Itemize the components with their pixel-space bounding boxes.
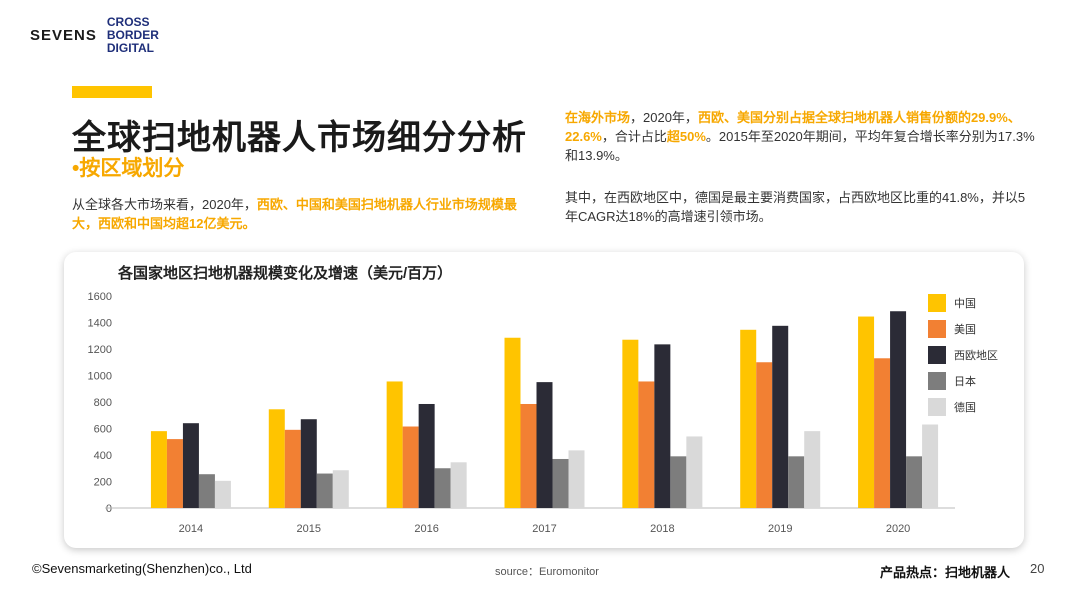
x-tick-label: 2018 <box>650 523 674 535</box>
logo-cross-border-digital: CROSS BORDER DIGITAL <box>106 14 159 55</box>
y-tick-label: 1000 <box>88 371 112 383</box>
y-tick-label: 0 <box>106 503 112 515</box>
bar-1-4 <box>638 381 655 508</box>
legend-swatch <box>928 346 946 364</box>
bar-0-3 <box>504 337 521 508</box>
legend-item: 德国 <box>928 394 998 420</box>
legend-label: 美国 <box>954 324 976 336</box>
logo-sevens: SEVENS <box>30 26 97 44</box>
bar-2-4 <box>654 344 671 508</box>
p1-highlight-1: 在海外市场 <box>565 110 631 125</box>
p1-text-3: 。2015年至2020年期间，平均年复合增长率分别为17.3%和13.9%。 <box>565 129 1035 163</box>
brand-logo: SEVENS CROSS BORDER DIGITAL <box>30 14 159 56</box>
p1-text-1: ，2020年， <box>630 110 698 125</box>
bar-0-6 <box>858 316 875 508</box>
page-subtitle: •按区域划分 <box>72 157 185 180</box>
bar-4-3 <box>568 450 585 508</box>
bar-3-4 <box>670 456 687 508</box>
footer-copyright: ©Sevensmarketing(Shenzhen)co., Ltd <box>32 561 252 576</box>
bar-1-5 <box>756 362 773 508</box>
bar-3-5 <box>788 456 805 508</box>
bar-2-2 <box>418 403 435 508</box>
chart-title: 各国家地区扫地机器规模变化及增速（美元/百万） <box>118 265 453 282</box>
bar-0-0 <box>150 431 167 508</box>
page-title: 全球扫地机器人市场细分分析 <box>72 119 527 157</box>
legend-label: 日本 <box>954 376 976 388</box>
legend-label: 德国 <box>954 402 976 414</box>
lead-paragraph: 从全球各大市场来看，2020年，西欧、中国和美国扫地机器人行业市场规模最大，西欧… <box>72 195 542 233</box>
legend-item: 中国 <box>928 290 998 316</box>
bar-1-3 <box>520 403 537 508</box>
x-tick-label: 2019 <box>768 523 792 535</box>
bar-4-0 <box>214 480 231 508</box>
bar-4-6 <box>922 424 939 508</box>
lead-highlight: 西欧、中国和美国扫地机器人行业市场规模最大，西欧和中国均超12亿美元。 <box>72 197 517 231</box>
bar-4-1 <box>332 470 349 508</box>
bar-0-4 <box>622 339 639 508</box>
legend-item: 日本 <box>928 368 998 394</box>
title-accent-bar <box>72 86 152 98</box>
bar-3-0 <box>198 474 215 508</box>
x-tick-label: 2014 <box>179 523 203 535</box>
p1-highlight-2: 西欧、美国分别占据全球扫地机器人销售份额的29.9%、22.6% <box>565 110 1021 144</box>
bar-3-6 <box>906 456 923 508</box>
legend-swatch <box>928 320 946 338</box>
bar-1-2 <box>402 426 419 508</box>
p1-highlight-3: 超50% <box>666 129 706 144</box>
bar-3-2 <box>434 468 451 508</box>
bar-2-6 <box>890 311 907 508</box>
lead-prefix: 从全球各大市场来看，2020年， <box>72 197 257 212</box>
bar-0-2 <box>386 381 403 508</box>
market-paragraph-2: 其中，在西欧地区中，德国是最主要消费国家，占西欧地区比重的41.8%，并以5年C… <box>565 190 1026 224</box>
chart-legend: 中国美国西欧地区日本德国 <box>928 290 998 420</box>
y-tick-label: 1600 <box>88 291 112 303</box>
legend-item: 美国 <box>928 316 998 342</box>
legend-item: 西欧地区 <box>928 342 998 368</box>
bar-4-5 <box>804 431 821 508</box>
bar-2-5 <box>772 325 789 508</box>
bar-4-2 <box>450 462 467 508</box>
legend-swatch <box>928 294 946 312</box>
bar-3-3 <box>552 458 569 508</box>
x-tick-label: 2016 <box>414 523 438 535</box>
y-tick-label: 400 <box>94 450 112 462</box>
y-tick-label: 600 <box>94 424 112 436</box>
logo-border: BORDER <box>106 27 159 42</box>
footer-source: source：Euromonitor <box>495 566 599 578</box>
bar-2-1 <box>300 419 317 508</box>
x-tick-label: 2015 <box>297 523 321 535</box>
y-tick-label: 200 <box>94 477 112 489</box>
legend-swatch <box>928 398 946 416</box>
y-tick-label: 1200 <box>88 344 112 356</box>
bar-2-0 <box>182 423 199 508</box>
legend-label: 西欧地区 <box>954 350 998 362</box>
logo-digital: DIGITAL <box>106 40 154 55</box>
bar-1-1 <box>284 429 301 508</box>
footer-topic: 产品热点：扫地机器人 <box>880 565 1011 580</box>
bar-2-3 <box>536 382 553 508</box>
x-tick-label: 2020 <box>886 523 910 535</box>
legend-swatch <box>928 372 946 390</box>
y-tick-label: 800 <box>94 397 112 409</box>
y-tick-label: 1400 <box>88 318 112 330</box>
page-number: 20 <box>1030 561 1045 576</box>
bar-1-0 <box>166 439 183 508</box>
logo-cross: CROSS <box>106 14 150 29</box>
legend-label: 中国 <box>954 298 976 310</box>
bar-0-1 <box>268 409 285 508</box>
bar-1-6 <box>874 358 891 508</box>
bar-3-1 <box>316 473 333 508</box>
market-paragraph-1: 在海外市场，2020年，西欧、美国分别占据全球扫地机器人销售份额的29.9%、2… <box>565 108 1035 165</box>
bar-0-5 <box>740 329 757 508</box>
bar-4-4 <box>686 436 703 508</box>
x-tick-label: 2017 <box>532 523 556 535</box>
p1-text-2: ，合计占比 <box>601 129 667 144</box>
